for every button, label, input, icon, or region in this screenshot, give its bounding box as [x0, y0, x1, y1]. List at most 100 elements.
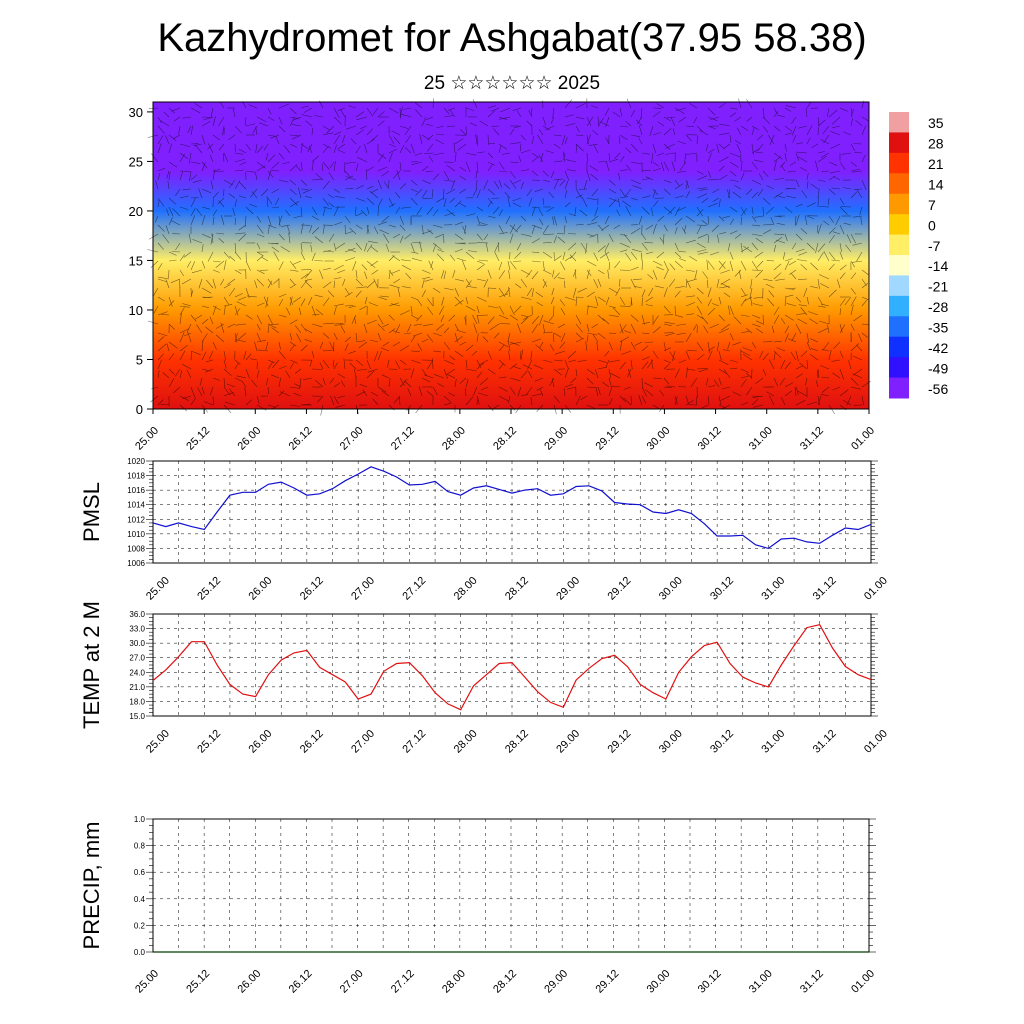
- y-tick-label: 27.0: [129, 654, 145, 663]
- colorbar-label: 28: [928, 136, 944, 152]
- y-tick-label: 1006: [127, 559, 145, 568]
- x-tick-label: 31.00: [759, 575, 787, 603]
- y-tick-label: 20: [129, 204, 143, 219]
- colorbar-swatch: [889, 255, 909, 276]
- y-tick-label: 0.6: [134, 868, 146, 877]
- x-tick-label: 27.12: [400, 575, 428, 603]
- y-tick-label: 0.4: [134, 895, 146, 904]
- x-tick-label: 01.00: [849, 968, 877, 996]
- x-tick-label: 29.00: [542, 968, 570, 996]
- colorbar-swatch: [889, 235, 909, 256]
- x-tick-label: 26.12: [298, 575, 326, 603]
- colorbar-swatch: [889, 337, 909, 358]
- x-tick-label: 01.00: [862, 575, 890, 603]
- x-tick-label: 31.00: [747, 425, 775, 453]
- colorbar-label: -42: [928, 340, 948, 356]
- x-tick-label: 30.12: [696, 425, 724, 453]
- colorbar-label: 35: [928, 115, 944, 131]
- x-tick-label: 29.00: [554, 575, 582, 603]
- x-tick-label: 26.12: [298, 728, 326, 756]
- x-tick-label: 30.00: [657, 728, 685, 756]
- y-tick-label: 21.0: [129, 683, 145, 692]
- colorbar-label: 21: [928, 156, 944, 172]
- x-tick-label: 25.00: [144, 575, 172, 603]
- colorbar-swatch: [889, 275, 909, 296]
- temp-panel: 15.018.021.024.027.030.033.036.0TEMP at …: [79, 601, 890, 756]
- temperature-wind-cross-section: 05101520253025.00 25.12 26.00 26.12 27.00 27.…: [129, 98, 878, 452]
- colorbar-swatch: [889, 214, 909, 235]
- x-tick-label: 26.00: [247, 728, 275, 756]
- x-tick-label: 28.00: [452, 728, 480, 756]
- colorbar-label: -7: [928, 238, 941, 254]
- colorbar-label: -21: [928, 279, 948, 295]
- y-tick-label: 15: [129, 253, 143, 268]
- grid: [153, 819, 869, 952]
- x-tick-label: 30.00: [645, 968, 673, 996]
- colorbar-swatch: [889, 132, 909, 153]
- y-tick-label: 30: [129, 105, 143, 120]
- x-tick-label: 28.12: [491, 968, 519, 996]
- x-tick-label: 25.12: [195, 575, 223, 603]
- colorbar-swatch: [889, 296, 909, 317]
- x-tick-label: 28.00: [440, 425, 468, 453]
- x-tick-label: 31.00: [747, 968, 775, 996]
- y-tick-label: 1012: [127, 515, 145, 524]
- x-tick-label: 28.12: [503, 728, 531, 756]
- y-tick-label: 1016: [127, 486, 145, 495]
- x-tick-label: 29.12: [606, 575, 634, 603]
- x-tick-label: 26.00: [247, 575, 275, 603]
- x-tick-label: 26.12: [287, 425, 315, 453]
- chart-canvas: 05101520253025.00 25.12 26.00 26.12 27.00 27.…: [0, 0, 1024, 1024]
- x-tick-label: 27.00: [349, 728, 377, 756]
- colorbar-swatch: [889, 316, 909, 337]
- x-tick-label: 30.00: [645, 425, 673, 453]
- x-tick-label: 27.12: [389, 425, 417, 453]
- y-axis-label: PRECIP, mm: [79, 822, 104, 950]
- x-tick-label: 25.00: [133, 425, 161, 453]
- x-tick-label: 28.00: [452, 575, 480, 603]
- x-tick-label: 29.00: [554, 728, 582, 756]
- x-tick-label: 30.12: [696, 968, 724, 996]
- x-tick-label: 31.12: [798, 425, 826, 453]
- x-tick-label: 25.00: [133, 968, 161, 996]
- y-tick-label: 18.0: [129, 697, 145, 706]
- colorbar-label: 14: [928, 177, 944, 193]
- colorbar-label: -28: [928, 299, 948, 315]
- x-tick-label: 31.12: [811, 728, 839, 756]
- y-tick-label: 33.0: [129, 625, 145, 634]
- colorbar-swatch: [889, 378, 909, 399]
- x-tick-label: 31.00: [759, 728, 787, 756]
- y-tick-label: 10: [129, 303, 143, 318]
- grid: [153, 461, 871, 563]
- x-tick-label: 31.12: [811, 575, 839, 603]
- y-tick-label: 1010: [127, 530, 145, 539]
- x-tick-label: 30.00: [657, 575, 685, 603]
- x-tick-label: 31.12: [798, 968, 826, 996]
- y-tick-label: 30.0: [129, 639, 145, 648]
- colorbar-label: -35: [928, 320, 948, 336]
- precip-panel: 0.00.20.40.60.81.0PRECIP, mm25.00 25.12 26…: [79, 815, 877, 996]
- x-tick-label: 28.12: [503, 575, 531, 603]
- x-tick-label: 01.00: [862, 728, 890, 756]
- pmsl-panel: 10061008101010121014101610181020PMSL25.0…: [79, 457, 890, 603]
- colorbar-swatch: [889, 173, 909, 194]
- colorbar-swatch: [889, 357, 909, 378]
- y-axis-label: PMSL: [79, 482, 104, 542]
- x-tick-label: 27.00: [338, 425, 366, 453]
- grid: [153, 614, 871, 716]
- x-tick-label: 25.12: [184, 425, 212, 453]
- series-line: [153, 467, 871, 549]
- colorbar-swatch: [889, 153, 909, 174]
- colorbar-swatch: [889, 112, 909, 133]
- x-tick-label: 27.00: [349, 575, 377, 603]
- x-tick-label: 29.12: [606, 728, 634, 756]
- y-tick-label: 25: [129, 154, 143, 169]
- x-tick-label: 28.12: [491, 425, 519, 453]
- colorbar-label: -14: [928, 258, 948, 274]
- y-tick-label: 1020: [127, 457, 145, 466]
- y-tick-label: 0: [136, 402, 143, 417]
- x-tick-label: 30.12: [708, 728, 736, 756]
- x-tick-label: 26.00: [235, 425, 263, 453]
- colorbar-label: 0: [928, 217, 936, 233]
- y-tick-label: 1014: [127, 501, 145, 510]
